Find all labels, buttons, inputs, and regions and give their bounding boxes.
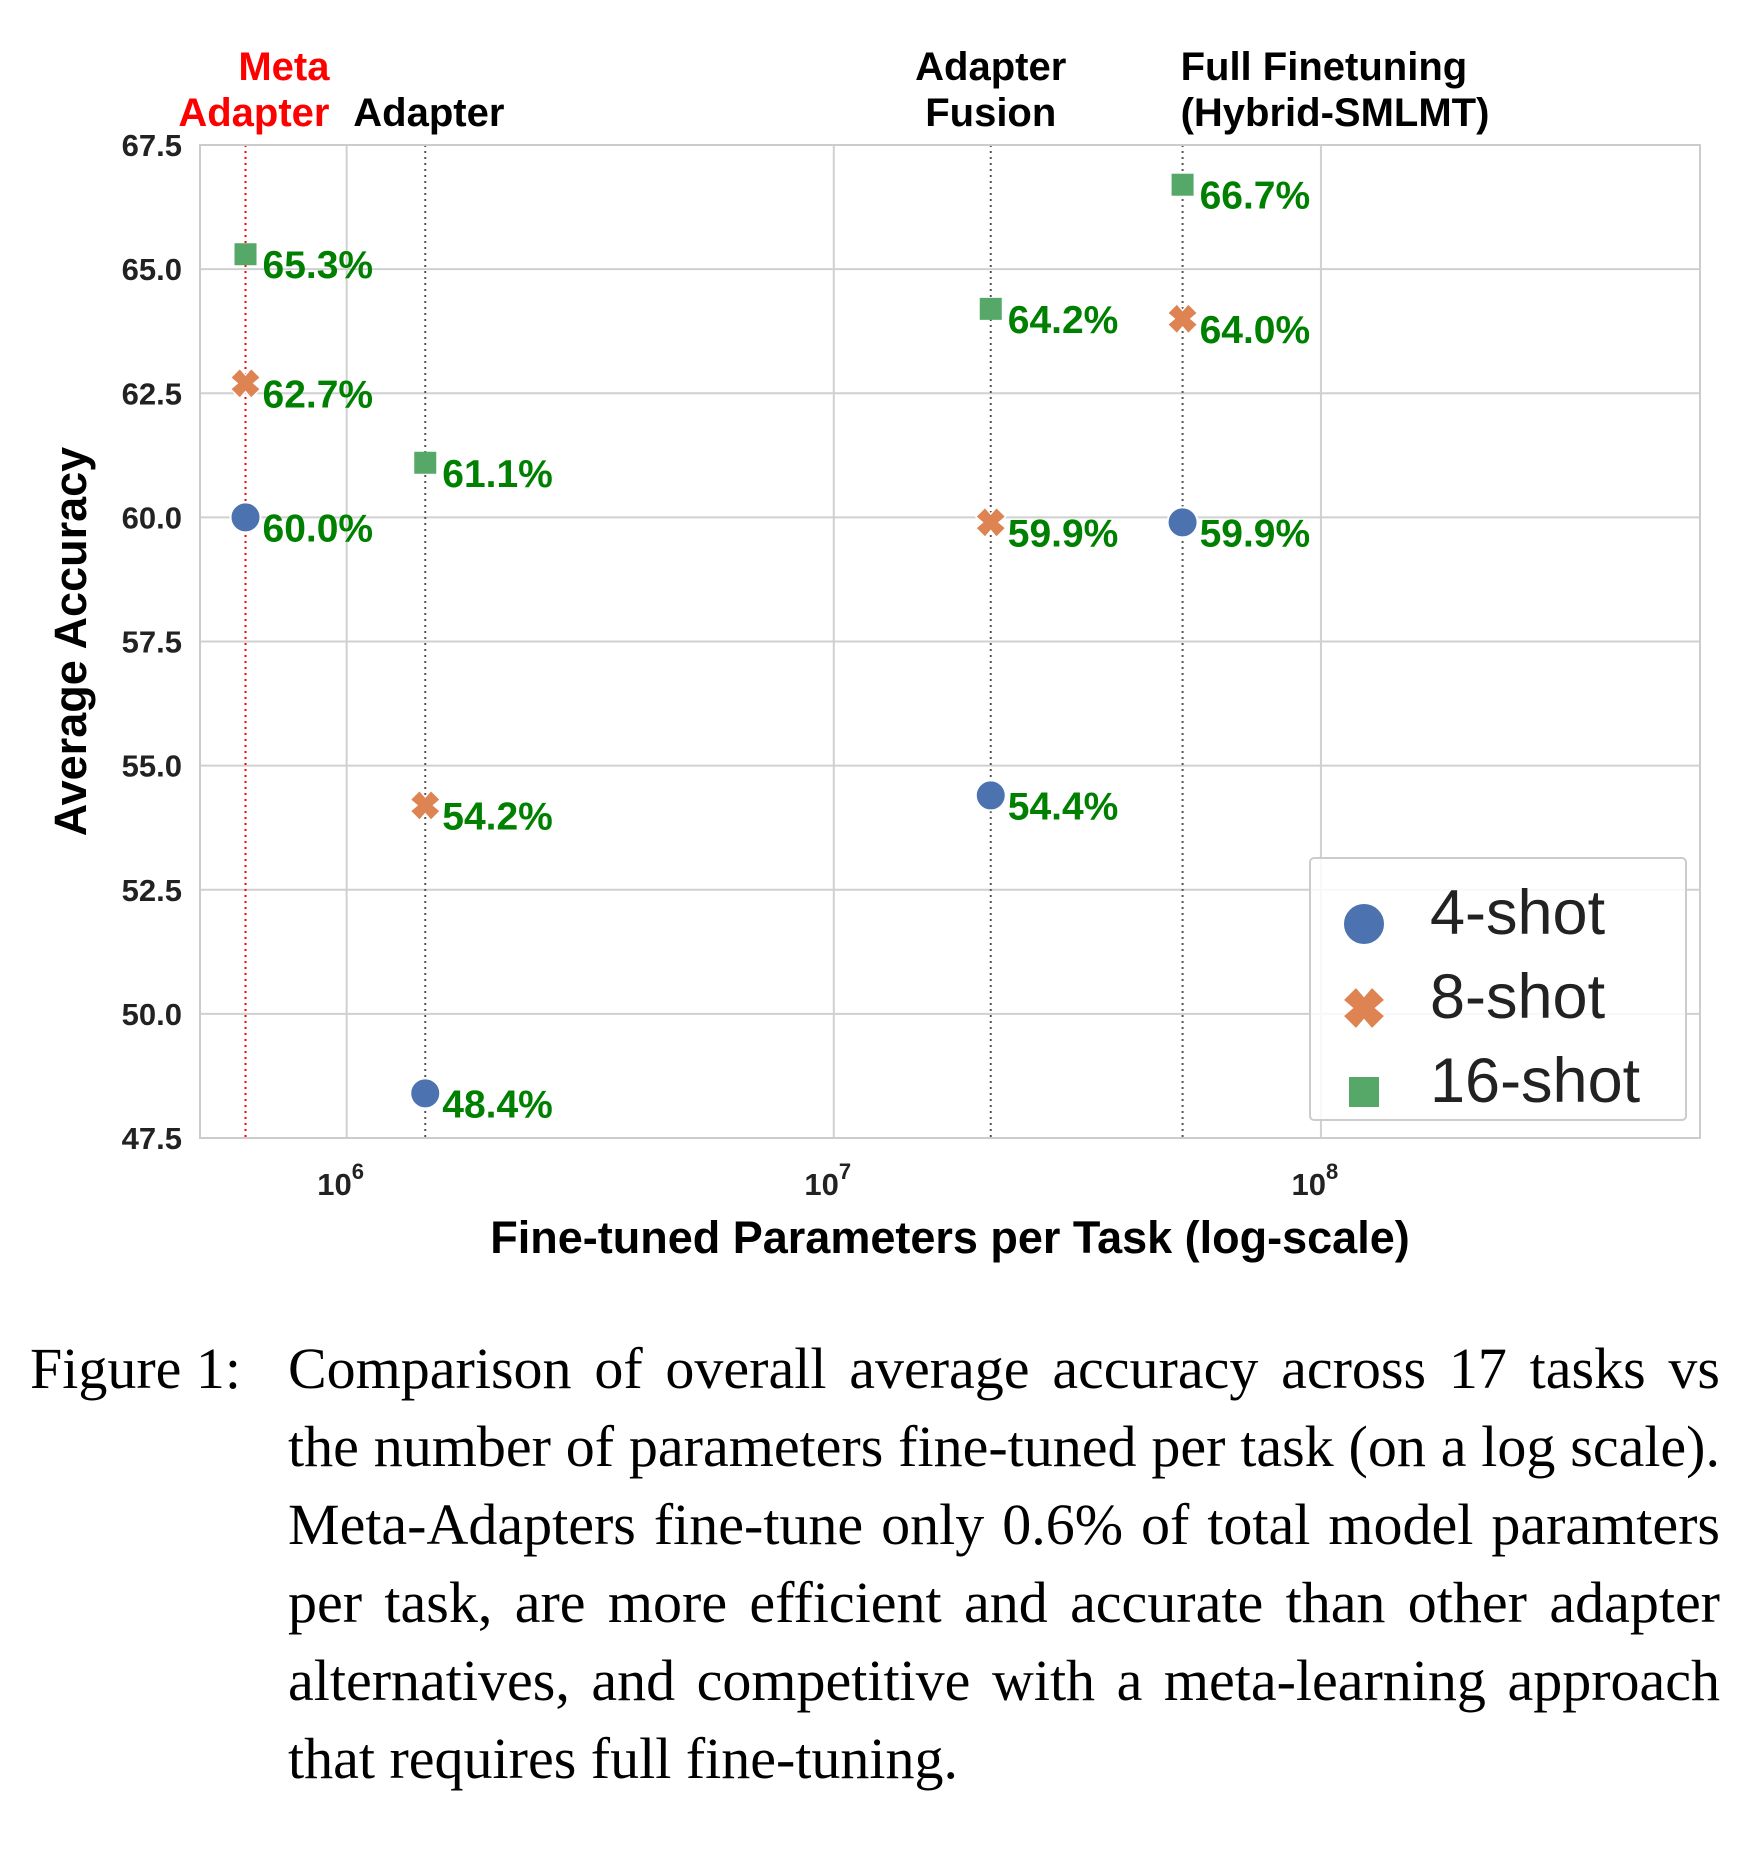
- 8-shot-point: [974, 506, 1007, 539]
- x-tick-label: 108: [1292, 1159, 1339, 1202]
- 8-shot-point: [409, 789, 442, 822]
- data-label: 62.7%: [263, 373, 374, 416]
- caption-text: Comparison of overall average accuracy a…: [288, 1336, 1720, 1791]
- y-tick-label: 67.5: [122, 128, 182, 163]
- legend-marker-16-shot: [1349, 1077, 1379, 1107]
- y-tick-label: 55.0: [122, 749, 182, 784]
- caption-label: Figure 1:: [30, 1336, 242, 1401]
- y-tick-label: 57.5: [122, 625, 182, 660]
- legend-label: 4-shot: [1430, 878, 1606, 948]
- data-label: 48.4%: [442, 1083, 553, 1126]
- method-label: Adapter: [178, 91, 329, 135]
- method-label: Adapter: [915, 45, 1066, 89]
- data-label: 54.4%: [1008, 785, 1119, 828]
- x-tick-exponent: 7: [839, 1159, 851, 1184]
- legend: 4-shot 8-shot 16-shot: [1309, 857, 1687, 1121]
- data-label: 65.3%: [263, 244, 374, 287]
- legend-label: 8-shot: [1430, 962, 1606, 1032]
- 8-shot-point: [1166, 302, 1199, 335]
- x-axis-ticks: 106 107 108: [317, 1159, 1338, 1202]
- x-tick-base: 10: [317, 1167, 351, 1202]
- x-tick-label: 106: [317, 1159, 364, 1202]
- data-label: 59.9%: [1008, 512, 1119, 555]
- y-tick-label: 50.0: [122, 997, 182, 1032]
- 16-shot-point: [1171, 173, 1194, 196]
- data-label: 59.9%: [1200, 512, 1311, 555]
- method-label: Fusion: [925, 91, 1056, 135]
- plot-frame: [199, 144, 1701, 1139]
- x-tick-exponent: 8: [1326, 1159, 1338, 1184]
- y-axis-label: Average Accuracy: [45, 447, 96, 836]
- 16-shot-point: [234, 243, 257, 266]
- legend-marker-4-shot: [1342, 902, 1386, 946]
- data-label: 61.1%: [442, 453, 553, 496]
- 4-shot-point: [974, 779, 1007, 812]
- 8-shot-point: [229, 367, 262, 400]
- y-tick-label: 65.0: [122, 252, 182, 287]
- data-label: 64.0%: [1200, 309, 1311, 352]
- 16-shot-point: [979, 297, 1002, 320]
- legend-label: 16-shot: [1430, 1046, 1641, 1116]
- y-tick-label: 47.5: [122, 1121, 182, 1156]
- data-points: 60.0% 48.4% 54.4% 59.9% 62.7% 54.2% 59.9% 64.0%…: [229, 173, 1311, 1126]
- method-label: (Hybrid-SMLMT): [1181, 91, 1490, 135]
- x-tick-exponent: 6: [352, 1159, 364, 1184]
- y-tick-label: 62.5: [122, 376, 182, 411]
- 4-shot-point: [229, 501, 262, 534]
- data-label: 64.2%: [1008, 299, 1119, 342]
- legend-box: [1309, 857, 1687, 1121]
- method-label: Adapter: [353, 91, 504, 135]
- legend-marker-8-shot: [1341, 985, 1387, 1031]
- y-tick-label: 60.0: [122, 500, 182, 535]
- data-label: 60.0%: [263, 507, 374, 550]
- x-tick-label: 107: [804, 1159, 851, 1202]
- x-tick-base: 10: [804, 1167, 838, 1202]
- data-label: 66.7%: [1200, 175, 1311, 218]
- x-tick-base: 10: [1292, 1167, 1326, 1202]
- y-axis-ticks: 47.5 50.0 52.5 55.0 57.5 60.0 62.5 65.0 67.5: [122, 128, 182, 1156]
- x-axis-label: Fine-tuned Parameters per Task (log-scal…: [490, 1212, 1409, 1263]
- 16-shot-point: [414, 451, 437, 474]
- data-label: 54.2%: [442, 795, 553, 838]
- 4-shot-point: [409, 1077, 442, 1110]
- 4-shot-point: [1166, 506, 1199, 539]
- method-label: Full Finetuning: [1181, 45, 1468, 89]
- scatter-chart: 47.550.052.555.057.560.062.565.067.5 106…: [45, 42, 1701, 1263]
- method-label: Meta: [238, 45, 330, 89]
- y-tick-label: 52.5: [122, 873, 182, 908]
